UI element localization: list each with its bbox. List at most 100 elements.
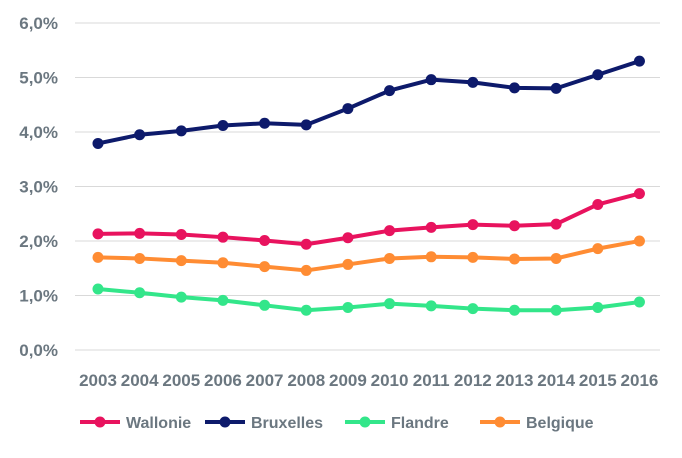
y-tick-label: 5,0%: [19, 69, 58, 88]
data-point-belgique: [217, 257, 229, 269]
data-point-flandre: [633, 296, 645, 308]
series-belgique: [92, 235, 645, 276]
data-point-belgique: [509, 253, 520, 265]
series-flandre: [92, 283, 645, 316]
data-point-flandre: [592, 301, 604, 313]
data-point-wallonie: [592, 198, 604, 210]
data-point-flandre: [342, 301, 354, 313]
data-point-belgique: [467, 251, 479, 263]
legend-item-bruxelles: Bruxelles: [205, 415, 323, 432]
x-tick-label: 2016: [621, 371, 659, 390]
series-line-bruxelles: [97, 59, 641, 146]
data-point-bruxelles: [633, 55, 645, 67]
data-point-bruxelles: [175, 125, 187, 137]
y-tick-label: 1,0%: [19, 287, 58, 306]
x-tick-label: 2003: [79, 371, 117, 390]
data-point-bruxelles: [217, 119, 229, 131]
legend-item-belgique: Belgique: [480, 415, 594, 432]
data-point-flandre: [217, 294, 229, 306]
data-point-flandre: [425, 300, 437, 312]
legend: Wallonie Bruxelles Flandre Belgique: [80, 415, 594, 432]
data-point-bruxelles: [509, 82, 520, 94]
data-point-bruxelles: [467, 76, 479, 88]
y-tick-label: 2,0%: [19, 232, 58, 251]
data-point-wallonie: [300, 238, 312, 250]
data-point-belgique: [384, 252, 396, 264]
series-line-wallonie: [97, 191, 640, 247]
x-tick-label: 2014: [537, 371, 575, 390]
legend-swatch-marker: [94, 416, 106, 428]
legend-label: Belgique: [526, 415, 594, 432]
data-point-flandre: [134, 287, 146, 299]
legend-label: Flandre: [391, 415, 449, 432]
x-tick-label: 2004: [121, 371, 159, 390]
data-point-bruxelles: [592, 69, 604, 81]
data-point-wallonie: [550, 218, 562, 230]
data-point-flandre: [467, 303, 479, 315]
data-point-flandre: [509, 304, 520, 316]
series-line-flandre: [97, 286, 640, 313]
data-point-belgique: [425, 251, 437, 263]
data-point-wallonie: [134, 227, 146, 239]
data-point-wallonie: [175, 228, 187, 240]
data-point-wallonie: [259, 234, 271, 246]
x-tick-label: 2015: [579, 371, 617, 390]
y-tick-label: 3,0%: [19, 178, 58, 197]
data-point-bruxelles: [300, 119, 312, 131]
data-point-belgique: [592, 243, 604, 255]
gridlines: [75, 22, 660, 351]
series-line-belgique: [97, 239, 640, 273]
data-point-belgique: [259, 261, 271, 273]
legend-swatch-marker: [359, 416, 371, 428]
data-point-flandre: [92, 283, 104, 295]
data-point-wallonie: [217, 231, 229, 243]
data-point-flandre: [300, 304, 312, 316]
data-point-flandre: [550, 304, 562, 316]
data-point-wallonie: [633, 188, 645, 200]
x-tick-label: 2011: [413, 371, 450, 390]
x-tick-label: 2005: [162, 371, 200, 390]
data-point-belgique: [633, 235, 645, 247]
data-point-bruxelles: [92, 137, 104, 149]
data-point-wallonie: [425, 221, 437, 233]
data-point-belgique: [342, 258, 354, 270]
data-point-wallonie: [509, 220, 520, 232]
x-axis-tick-labels: 2003 2004 2005 2006 2007 2008 2009 2010 2011 2012…: [79, 371, 658, 390]
legend-label: Wallonie: [126, 415, 191, 432]
data-point-belgique: [175, 255, 187, 267]
data-point-wallonie: [467, 219, 479, 231]
x-tick-label: 2010: [371, 371, 409, 390]
data-point-flandre: [175, 291, 187, 303]
series-bruxelles: [92, 55, 645, 149]
data-point-flandre: [259, 299, 271, 311]
legend-item-flandre: Flandre: [345, 415, 449, 432]
x-tick-label: 2006: [204, 371, 242, 390]
data-point-bruxelles: [425, 74, 437, 86]
series-wallonie: [92, 188, 645, 250]
data-point-belgique: [134, 252, 146, 264]
y-tick-label: 6,0%: [19, 14, 58, 33]
data-point-wallonie: [384, 225, 396, 237]
data-point-bruxelles: [342, 103, 354, 115]
data-point-belgique: [92, 251, 104, 263]
y-tick-label: 4,0%: [19, 123, 58, 142]
data-point-bruxelles: [550, 82, 562, 94]
data-point-bruxelles: [134, 129, 146, 141]
data-point-bruxelles: [384, 85, 396, 97]
legend-label: Bruxelles: [251, 415, 323, 432]
data-point-bruxelles: [259, 117, 271, 129]
y-tick-label: 0,0%: [19, 341, 58, 360]
y-axis-tick-labels: 0,0% 1,0% 2,0% 3,0% 4,0% 5,0% 6,0%: [19, 14, 58, 360]
data-point-belgique: [300, 264, 312, 276]
legend-item-wallonie: Wallonie: [80, 415, 191, 432]
x-tick-label: 2009: [329, 371, 367, 390]
x-tick-label: 2008: [287, 371, 325, 390]
x-tick-label: 2013: [496, 371, 534, 390]
data-point-belgique: [550, 252, 562, 264]
data-point-wallonie: [342, 232, 354, 244]
data-point-flandre: [384, 298, 396, 310]
x-tick-label: 2007: [246, 371, 284, 390]
data-point-wallonie: [92, 228, 104, 240]
legend-swatch-marker: [494, 416, 506, 428]
